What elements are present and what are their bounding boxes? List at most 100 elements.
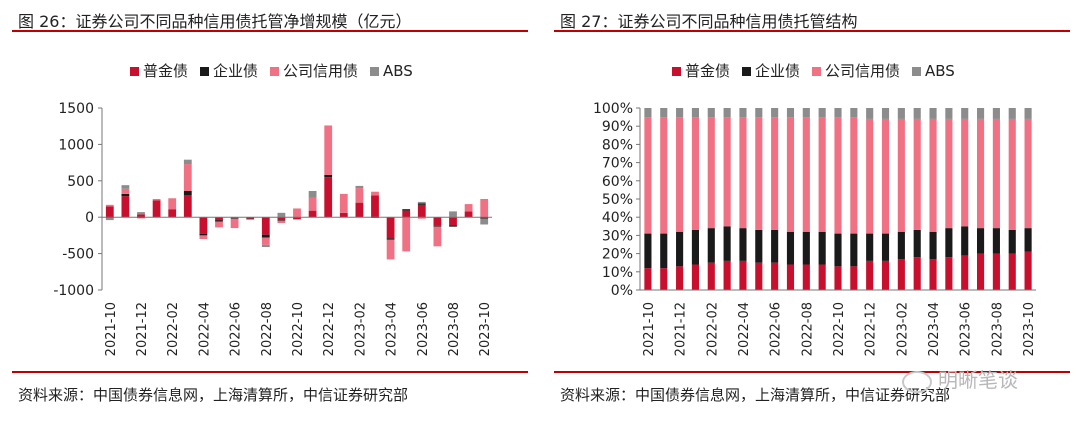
bar-segment xyxy=(818,231,826,265)
bar-segment xyxy=(755,108,763,118)
bar-segment xyxy=(644,233,652,269)
bar-segment xyxy=(913,118,921,230)
bar-segment xyxy=(1024,108,1032,119)
bar-segment xyxy=(691,264,700,290)
bar-segment xyxy=(802,117,810,232)
bar-segment xyxy=(105,204,114,207)
legend-swatch xyxy=(812,67,821,76)
wechat-icon xyxy=(902,370,932,393)
bar-segment xyxy=(976,108,985,119)
bar-segment xyxy=(308,190,317,198)
bar-segment xyxy=(818,117,826,232)
x-tick-label: 2022-02 xyxy=(705,302,720,356)
x-tick-label: 2023-06 xyxy=(959,302,974,356)
bar-segment xyxy=(660,233,668,269)
bar-segment xyxy=(355,202,364,218)
bar-segment xyxy=(691,229,700,265)
bar-segment xyxy=(121,196,130,218)
x-tick-label: 2021-10 xyxy=(104,302,119,356)
chart-panel-right: 图 27：证券公司不同品种信用债托管结构 普金债 企业债 公司信用债 ABS 0% 10%… xyxy=(554,0,1078,423)
bar-segment xyxy=(897,108,905,119)
bar-segment xyxy=(913,257,921,290)
bar-segment xyxy=(433,217,442,226)
bar-segment xyxy=(121,188,130,194)
bar-segment xyxy=(386,239,395,260)
bar-segment xyxy=(771,117,779,230)
bar-segment xyxy=(183,195,192,218)
x-tick-label: 2022-04 xyxy=(737,302,752,356)
bar-segment xyxy=(676,117,684,232)
bar-segment xyxy=(1024,228,1032,252)
source-note: 资料来源：中国债券信息网，上海清算所，中信证券研究部 xyxy=(18,386,409,404)
bar-segment xyxy=(945,257,953,290)
bar-segment xyxy=(723,117,731,227)
legend-swatch xyxy=(200,67,209,76)
legend-label: 企业债 xyxy=(755,62,800,80)
legend-label: 公司信用债 xyxy=(283,62,358,80)
y-tick-label: 40% xyxy=(602,210,633,226)
bar-segment xyxy=(324,125,333,175)
bar-segment xyxy=(449,211,457,218)
bar-segment xyxy=(707,117,715,229)
legend-swatch xyxy=(912,67,921,76)
bar-segment xyxy=(786,231,795,265)
y-tick-label: -500 xyxy=(62,247,94,263)
bar-segment xyxy=(277,212,286,218)
x-tick-label: 2022-06 xyxy=(769,302,784,356)
bar-segment xyxy=(308,197,317,211)
bar-segment xyxy=(771,229,779,263)
bar-segment xyxy=(755,262,763,290)
x-tick-label: 2021-12 xyxy=(135,302,150,356)
bar-segment xyxy=(881,108,890,119)
legend-swatch xyxy=(742,67,751,76)
bar-segment xyxy=(644,117,652,234)
legend-label: 企业债 xyxy=(213,62,258,80)
bar-segment xyxy=(929,108,937,119)
bar-segment xyxy=(818,264,826,290)
bar-segment xyxy=(723,260,731,290)
bar-segment xyxy=(277,220,286,224)
bar-segment xyxy=(755,117,763,230)
bar-segment xyxy=(866,233,874,261)
source-rule xyxy=(554,371,1070,373)
bar-segment xyxy=(976,118,985,229)
bar-segment xyxy=(480,199,489,218)
x-tick-label: 2021-10 xyxy=(642,302,657,356)
title-rule xyxy=(12,30,528,32)
bar-segment xyxy=(433,225,442,227)
y-tick-label: 60% xyxy=(602,174,633,190)
bar-segment xyxy=(834,117,842,234)
bar-segment xyxy=(834,108,842,118)
bar-segment xyxy=(723,226,731,261)
x-tick-label: 2022-06 xyxy=(229,302,244,356)
bar-segment xyxy=(707,228,715,263)
legend-label: 公司信用债 xyxy=(825,62,900,80)
bar-segment xyxy=(449,225,457,227)
bar-segment xyxy=(168,209,177,218)
x-tick-label: 2023-08 xyxy=(990,302,1005,356)
bar-segment xyxy=(324,174,333,178)
bar-segment xyxy=(402,217,411,252)
bar-segment xyxy=(739,108,747,118)
bar-segment xyxy=(417,217,426,219)
y-tick-label: 90% xyxy=(602,119,633,135)
bar-segment xyxy=(199,235,208,240)
bar-segment xyxy=(355,188,364,203)
bar-segment xyxy=(355,185,364,189)
bar-segment xyxy=(945,228,953,258)
bar-segment xyxy=(464,211,473,218)
y-tick-label: 50% xyxy=(602,192,633,208)
y-tick-label: 500 xyxy=(67,174,94,190)
x-tick-label: 2022-04 xyxy=(197,302,212,356)
bar-segment xyxy=(786,108,795,118)
x-tick-label: 2023-04 xyxy=(927,302,942,356)
bar-segment xyxy=(402,210,411,218)
legend-swatch xyxy=(672,67,681,76)
bar-segment xyxy=(802,264,810,290)
bar-segment xyxy=(976,228,985,254)
bar-segment xyxy=(691,117,700,230)
legend-swatch xyxy=(370,67,379,76)
y-tick-label: 1500 xyxy=(58,101,94,117)
bar-segment xyxy=(897,118,905,232)
bar-segment xyxy=(929,259,937,290)
